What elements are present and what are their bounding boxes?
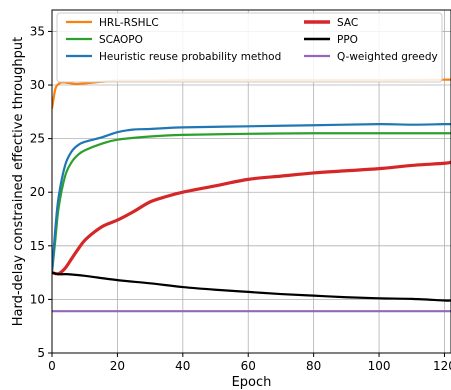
y-tick-label: 25 — [30, 132, 45, 146]
x-tick-label: 0 — [48, 359, 56, 373]
y-tick-label: 20 — [30, 185, 45, 199]
plot-area-frame — [51, 9, 451, 354]
x-tick-label: 120 — [433, 359, 451, 373]
legend-label: Q-weighted greedy — [337, 51, 438, 63]
y-tick-label: 35 — [30, 24, 45, 38]
x-tick-label: 40 — [175, 359, 190, 373]
legend: HRL-RSHLC SCAOPO Heuristic reuse probabili… — [56, 12, 443, 83]
series-line-hrl-rshlc — [52, 78, 451, 109]
y-tick-label: 5 — [37, 346, 45, 360]
axis-ticks: 0 20 40 60 80 100 120 5 10 15 20 25 30 35 — [30, 24, 451, 373]
x-tick-label: 60 — [241, 359, 256, 373]
x-tick-label: 20 — [110, 359, 125, 373]
legend-label: SCAOPO — [99, 34, 143, 46]
series-line-ppo — [52, 271, 451, 302]
legend-label: SAC — [337, 17, 358, 29]
series-line-sac — [52, 160, 451, 276]
x-tick-label: 100 — [368, 359, 391, 373]
legend-label: PPO — [337, 34, 358, 46]
legend-box — [56, 12, 443, 83]
y-axis-title: Hard-delay constrained effective through… — [11, 37, 26, 327]
x-tick-label: 80 — [306, 359, 321, 373]
y-tick-label: 15 — [30, 239, 45, 253]
y-tick-label: 10 — [30, 292, 45, 306]
series-line-scaopo — [52, 132, 451, 273]
legend-label: Heuristic reuse probability method — [99, 51, 281, 63]
legend-label: HRL-RSHLC — [99, 17, 159, 29]
series-lines — [52, 78, 451, 313]
y-tick-label: 30 — [30, 78, 45, 92]
series-line-heuristic-reuse-probability-method — [52, 123, 451, 273]
x-axis-title: Epoch — [232, 375, 272, 390]
